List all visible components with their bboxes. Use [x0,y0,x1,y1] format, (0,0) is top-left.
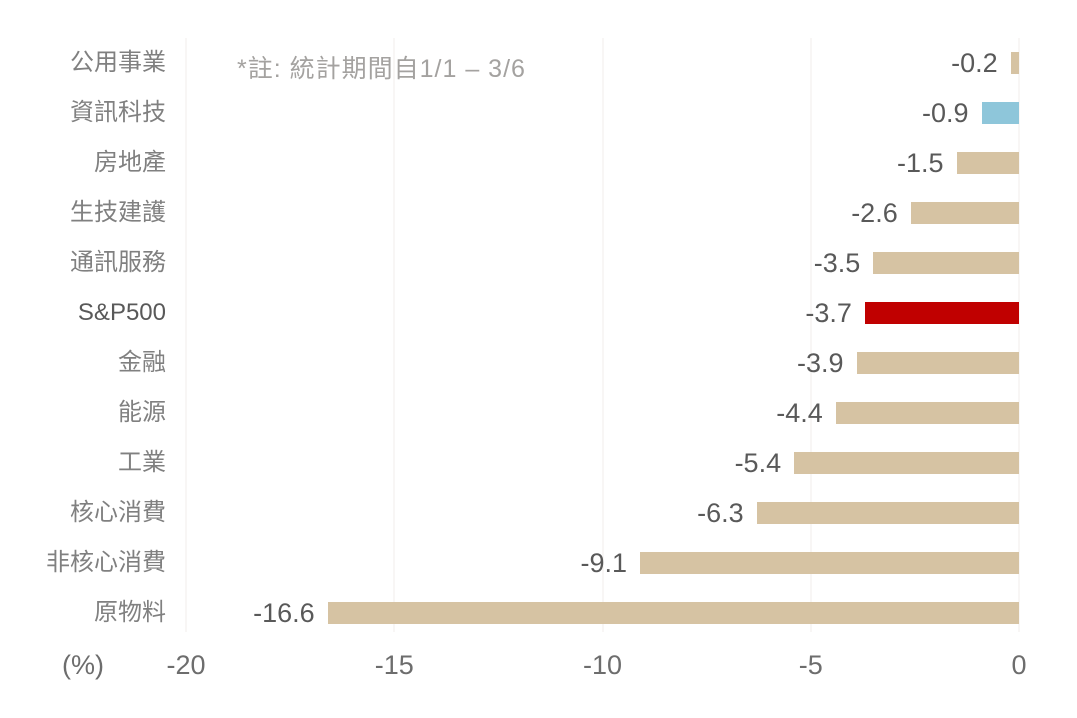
value-label: -2.6 [851,198,898,228]
value-label: -16.6 [253,598,315,628]
category-label: 核心消費 [70,499,166,526]
x-axis-tick-label: -20 [166,650,206,680]
bar-row: -3.5 [186,248,1019,278]
x-axis-unit-label: (%) [62,650,104,680]
category-axis: 公用事業資訊科技房地產生技建護通訊服務 S&P500 金融能源工業核心消費非核心消費… [0,38,166,632]
bar [981,102,1019,124]
value-label: -1.5 [897,148,944,178]
value-label: -0.2 [951,48,998,78]
category-label: 原物料 [94,599,166,626]
bar-row: -16.6 [186,598,1019,628]
bar [864,302,1019,324]
value-label: -0.9 [921,98,969,128]
gridline [1018,38,1020,632]
value-label: -3.7 [805,298,852,328]
category-label: 生技建護 [70,199,166,226]
gridline [810,38,812,632]
value-label: -3.9 [797,348,844,378]
bar-row: -3.7 [186,298,1019,328]
note-annotation: *註: 統計期間自1/1 – 3/6 [237,55,526,83]
value-label: -5.4 [734,448,782,478]
category-label: 工業 [118,449,166,476]
value-label: -3.5 [813,248,861,278]
category-label: 能源 [118,399,166,426]
bar-row: -5.4 [186,448,1019,478]
bar [327,602,1019,624]
x-axis-tick-label: -10 [582,650,623,680]
bar-row: -2.6 [186,198,1019,228]
bar [794,452,1019,474]
bar [1010,52,1019,74]
bar [756,502,1019,524]
bar [835,402,1019,424]
value-label: -6.3 [697,498,744,528]
bar [910,202,1019,224]
bar-row: -3.9 [186,348,1019,378]
bar-row: -9.1 [186,548,1019,578]
bar [956,152,1019,174]
value-label: -9.1 [580,548,627,578]
plot-area: -0.2 -0.9 -1.5 -2.6 -3.5 -3.7 -3.9 -4.4 -5.4 -6.3… [185,38,1020,632]
value-label: -4.4 [776,398,823,428]
x-axis-tick-label: -5 [798,650,823,680]
bar-row: -1.5 [186,148,1019,178]
bar [856,352,1019,374]
bar-row: -4.4 [186,398,1019,428]
x-axis: -20 -15 -10 -5 0 [166,650,1026,684]
category-label: 資訊科技 [70,99,166,126]
bar-row: -6.3 [186,498,1019,528]
category-label: 公用事業 [70,49,166,76]
gridline [602,38,603,632]
category-label: 通訊服務 [70,249,166,276]
category-label: 非核心消費 [46,549,166,576]
bar [640,552,1019,574]
x-axis-tick-label: -15 [374,650,414,680]
bar-row: -0.2 [186,48,1019,78]
category-label: 房地產 [94,149,166,176]
gridline [185,38,187,632]
bar-row: -0.9 [186,98,1019,128]
gridline [393,38,395,632]
bar [873,252,1019,274]
category-label: S&P500 [77,299,166,326]
x-axis-tick-label: 0 [1011,650,1027,680]
category-label: 金融 [118,349,166,376]
